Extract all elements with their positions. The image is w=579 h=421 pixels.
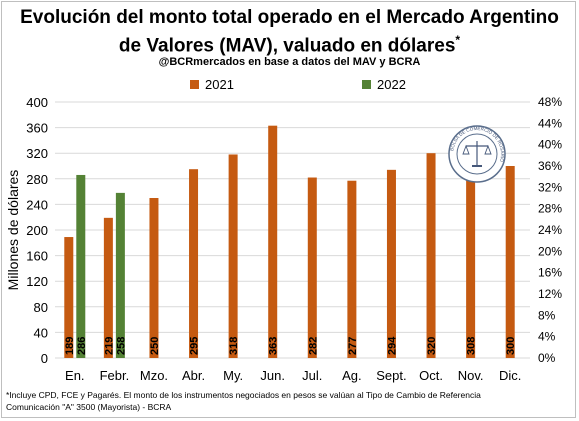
x-tick-label: Sept.	[376, 368, 406, 383]
y-tick-label: 360	[26, 121, 48, 136]
bcr-logo-seal: BOLSA DE COMERCIO DE ROSARIO	[448, 125, 506, 183]
legend-swatch-2022	[362, 80, 371, 89]
y2-tick-label: 12%	[538, 287, 562, 301]
y-tick-label: 40	[34, 325, 48, 340]
bar-2022	[115, 192, 125, 358]
footnote: *Incluye CPD, FCE y Pagarés. El monto de…	[6, 389, 566, 413]
chart-title-line2: de Valores (MAV), valuado en dólares*	[0, 29, 579, 57]
bars	[64, 125, 515, 359]
bar-2021	[426, 153, 436, 358]
x-tick-label: Dic.	[499, 368, 521, 383]
bar-2021	[189, 169, 199, 358]
x-tick-label: Mzo.	[140, 368, 168, 383]
y-tick-label: 0	[41, 351, 48, 366]
y2-tick-label: 48%	[538, 95, 562, 109]
x-tick-label: Oct.	[419, 368, 443, 383]
footnote-line2: Comunicación "A" 3500 (Mayorista) - BCRA	[6, 402, 172, 412]
data-label-2022: 258	[115, 337, 127, 355]
chart-title-line1: Evolución del monto total operado en el …	[0, 6, 579, 29]
data-label-2021: 189	[64, 337, 76, 355]
data-label-2021: 318	[228, 337, 240, 355]
x-tick-label: Nov.	[458, 368, 484, 383]
data-label-2022: 286	[76, 337, 88, 355]
bar-2021	[149, 198, 159, 358]
data-label-2021: 294	[386, 336, 398, 355]
bar-2021	[386, 169, 396, 358]
footnote-line1: *Incluye CPD, FCE y Pagarés. El monto de…	[6, 390, 481, 400]
y-tick-label: 160	[26, 249, 48, 264]
chart-title-line1-text: Evolución del monto total operado en el …	[20, 7, 559, 28]
y2-tick-label: 16%	[538, 266, 562, 280]
y2-tick-label: 36%	[538, 159, 562, 173]
data-label-2021: 295	[189, 337, 201, 355]
bar-2021	[103, 217, 113, 358]
y-tick-label: 280	[26, 172, 48, 187]
chart-title-line2-text: de Valores (MAV), valuado en dólares	[118, 35, 456, 57]
x-tick-label: Ag.	[342, 368, 362, 383]
legend-label-2022: 2022	[377, 77, 406, 92]
y2-tick-label: 8%	[538, 308, 556, 322]
y-tick-label: 240	[26, 197, 48, 212]
data-label-2021: 250	[149, 337, 161, 355]
x-tick-label: Jun.	[260, 368, 285, 383]
bar-2021	[228, 154, 238, 358]
bar-2022	[76, 174, 86, 358]
data-label-2021: 300	[505, 337, 517, 355]
data-labels: 189 286 219 258 250 295 318 363 282 277 294 320 308 3…	[64, 336, 517, 355]
data-label-2021: 277	[347, 337, 359, 355]
data-label-2021: 282	[307, 337, 319, 355]
y2-tick-label: 44%	[538, 116, 562, 130]
bar-2021	[64, 237, 74, 358]
y-tick-label: 320	[26, 146, 48, 161]
title-footnote-mark: *	[455, 33, 461, 47]
x-tick-label: Jul.	[302, 368, 322, 383]
y-tick-label: 200	[26, 223, 48, 238]
y-tick-label: 120	[26, 274, 48, 289]
y2-tick-label: 32%	[538, 180, 562, 194]
x-tick-label: En.	[65, 368, 85, 383]
chart-subtitle: @BCRmercados en base a datos del MAV y B…	[158, 56, 421, 68]
x-tick-label: Abr.	[182, 368, 205, 383]
y2-tick-label: 28%	[538, 202, 562, 216]
bar-2021	[347, 180, 357, 358]
axes: 0 40 80 120 160 200 240 280 320 360 400 0% 4% 8% 12% 16…	[5, 95, 562, 383]
x-tick-label: My.	[223, 368, 243, 383]
legend-swatch-2021	[190, 80, 199, 89]
legend: 2021 2022	[190, 77, 406, 92]
y2-tick-label: 24%	[538, 223, 562, 237]
bar-2021	[505, 166, 515, 358]
legend-label-2021: 2021	[205, 77, 234, 92]
bar-2021	[466, 160, 476, 358]
x-tick-label: Febr.	[100, 368, 130, 383]
y-tick-label: 400	[26, 95, 48, 110]
data-label-2021: 320	[426, 337, 438, 355]
data-label-2021: 308	[466, 337, 478, 355]
data-label-2021: 219	[103, 337, 115, 355]
y2-tick-label: 40%	[538, 138, 562, 152]
y-tick-label: 80	[34, 300, 48, 315]
bar-2021	[307, 177, 317, 358]
bar-2021	[268, 125, 278, 359]
y2-tick-label: 4%	[538, 330, 556, 344]
data-label-2021: 363	[268, 337, 280, 355]
y2-tick-label: 0%	[538, 351, 556, 365]
y2-tick-label: 20%	[538, 244, 562, 258]
y-axis-label: Millones de dólares	[5, 170, 21, 291]
